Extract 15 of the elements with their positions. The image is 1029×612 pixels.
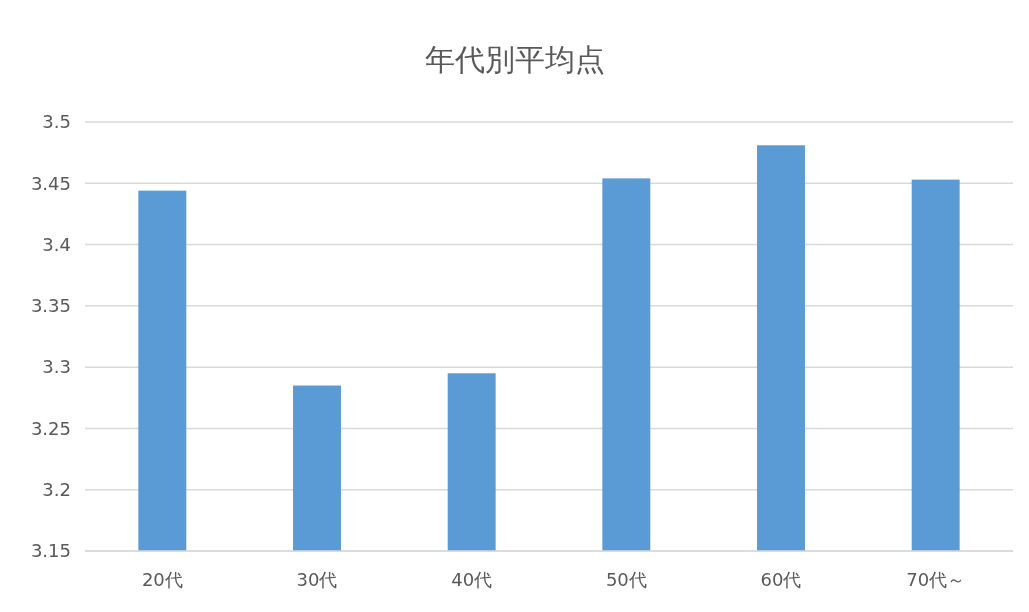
- x-tick-label: 20代: [141, 569, 183, 590]
- y-tick-label: 3.5: [42, 111, 71, 133]
- x-tick-label: 50代: [605, 569, 647, 590]
- x-tick-label: 60代: [760, 569, 802, 590]
- chart-title: 年代別平均点: [424, 42, 605, 77]
- y-tick-label: 3.35: [30, 295, 71, 317]
- y-tick-label: 3.45: [30, 172, 71, 194]
- y-tick-label: 3.15: [30, 540, 71, 562]
- y-tick-label: 3.2: [42, 479, 71, 501]
- x-tick-label: 70代～: [906, 569, 966, 590]
- x-tick-label: 40代: [451, 569, 493, 590]
- y-tick-label: 3.4: [42, 233, 71, 255]
- y-tick-label: 3.3: [42, 356, 71, 378]
- y-tick-label: 3.25: [30, 417, 71, 439]
- x-tick-label: 30代: [296, 569, 338, 590]
